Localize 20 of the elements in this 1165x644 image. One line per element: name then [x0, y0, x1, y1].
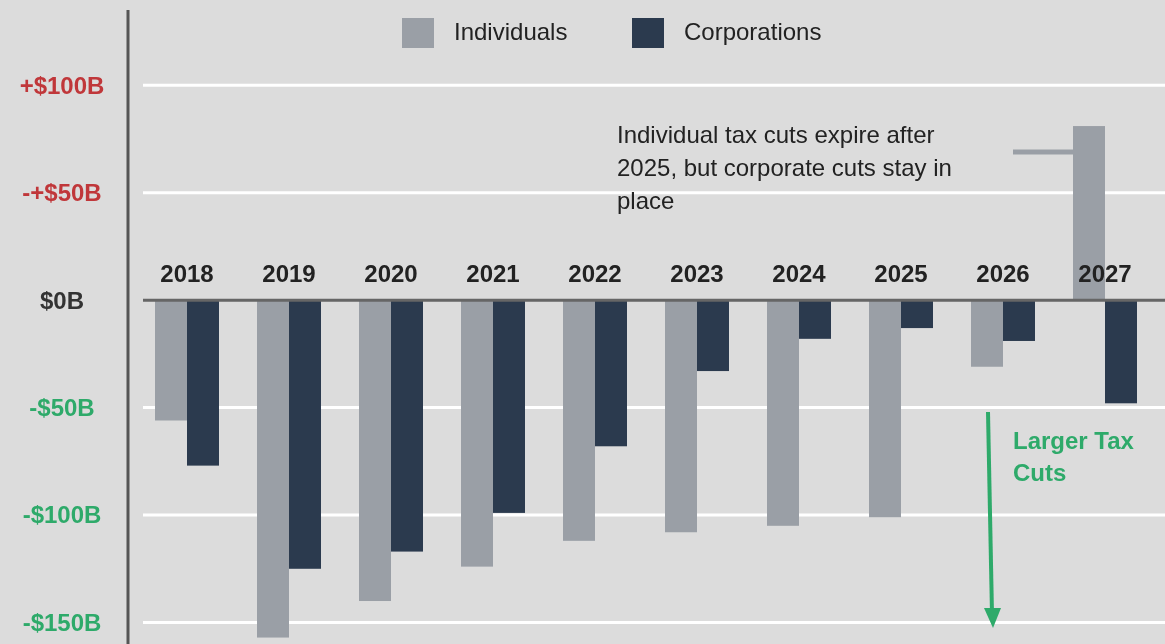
- x-tick-label: 2020: [364, 260, 418, 288]
- y-tick-label: -+$50B: [22, 179, 102, 207]
- legend-label: Individuals: [454, 18, 568, 46]
- x-tick-label: 2023: [670, 260, 724, 288]
- x-tick-label: 2018: [160, 260, 214, 288]
- y-tick-label: $0B: [39, 286, 85, 314]
- legend-label: Corporations: [684, 18, 822, 46]
- y-tick-label: +$100B: [19, 71, 105, 99]
- annotation: Larger Tax Cuts: [1013, 427, 1135, 486]
- y-tick-label: -$50B: [29, 393, 95, 421]
- x-tick-label: 2022: [568, 260, 622, 288]
- annotation: Individual tax cuts expire after 2025, but corporate cuts stay in place: [617, 121, 952, 214]
- y-tick-label: -$150B: [22, 608, 102, 636]
- x-tick-label: 2026: [976, 260, 1030, 288]
- x-tick-label: 2021: [466, 260, 520, 288]
- x-tick-label: 2027: [1078, 260, 1132, 288]
- x-tick-label: 2019: [262, 260, 316, 288]
- x-tick-label: 2024: [772, 260, 827, 288]
- y-tick-label: -$100B: [22, 501, 102, 529]
- x-tick-label: 2025: [874, 260, 928, 288]
